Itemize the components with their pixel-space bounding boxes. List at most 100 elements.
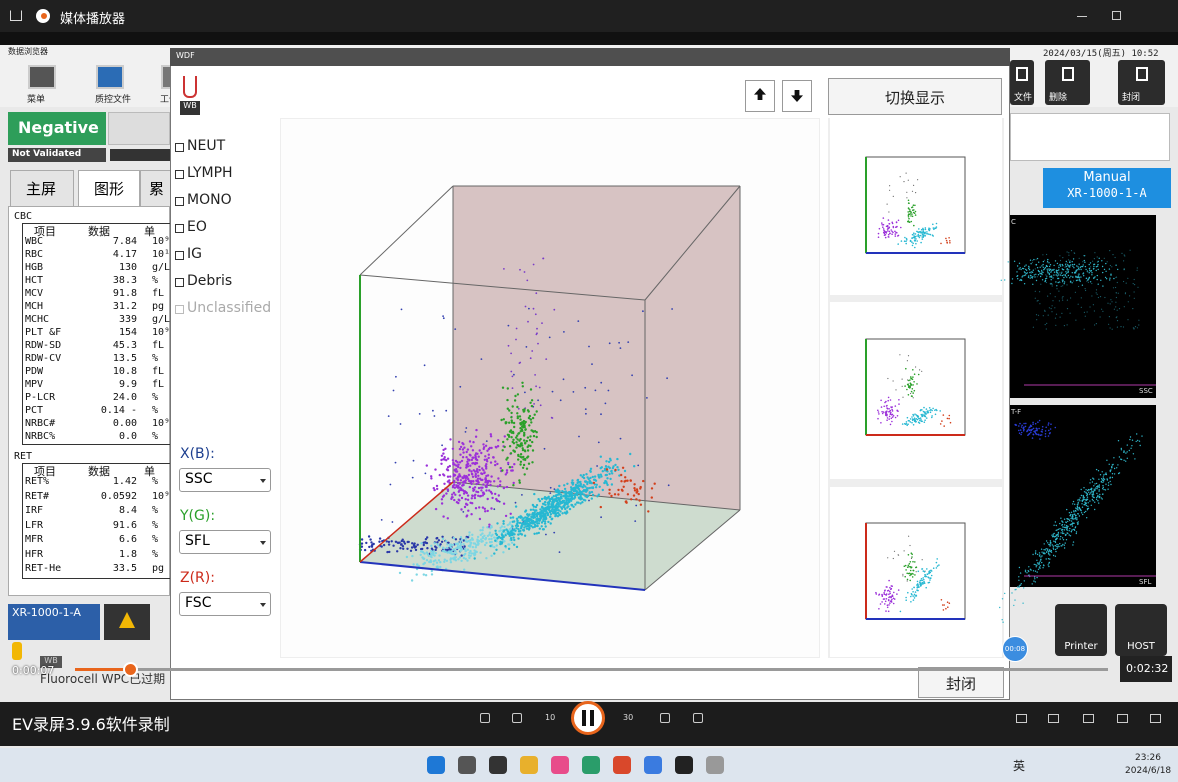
cell-unit: 10¹ [152,249,171,260]
taskbar-app[interactable] [582,756,600,774]
skip-back[interactable]: 10 [545,713,556,722]
column-header: 单 [144,225,155,238]
toolbar-label[interactable]: 工作 [160,95,179,105]
mode-sample: XR-1000-1-A [1067,186,1147,200]
taskbar-app[interactable] [613,756,631,774]
taskbar-app[interactable] [458,756,476,774]
close-window [1147,9,1159,21]
toolbar-icon[interactable] [96,65,124,89]
cell-name: MFR [25,534,44,545]
checkbox-label[interactable]: LYMPH [187,165,233,181]
close-button[interactable]: 封闭 [918,667,1004,698]
cell-name: RET# [25,490,50,502]
player-control[interactable] [1048,714,1059,723]
toolbar-button-label[interactable]: 删除 [1049,93,1068,103]
play-button[interactable] [571,701,605,735]
checkbox-label[interactable]: Unclassified [187,300,272,316]
validation-bar [110,149,170,161]
checkbox-label[interactable]: Debris [187,273,233,289]
switch-button[interactable]: 切换显示 [828,78,1002,115]
checkbox[interactable] [175,170,184,179]
toolbar-button-icon [1016,67,1028,81]
toolbar-button-label[interactable]: 封闭 [1122,93,1141,103]
validation-badge: Not Validated [8,148,106,162]
player-control[interactable] [512,713,522,723]
player-control[interactable] [1150,714,1161,723]
taskbar-app[interactable] [489,756,507,774]
pause-bar [582,710,586,726]
title-bar [0,0,1178,32]
axis-label: Z(R): [180,570,215,586]
cell-unit: % [152,405,159,416]
taskbar-app[interactable] [427,756,445,774]
axis-select[interactable]: FSC [179,592,271,616]
pause-bar [590,710,594,726]
cell-value: 0.0592 [100,490,137,502]
checkbox-label[interactable]: NEUT [187,138,226,154]
player-control[interactable] [660,713,670,723]
scatter-dot [1014,589,1016,591]
scatter-dot [1014,599,1016,601]
player-control[interactable] [1016,714,1027,723]
clock-date: 2024/6/18 [1125,766,1172,776]
select-arrow [260,541,266,548]
taskbar-app[interactable] [706,756,724,774]
cell-name: RET-He [25,563,62,574]
cell-unit: % [152,431,159,442]
taskbar-app[interactable] [644,756,662,774]
printer-label[interactable]: Printer [1064,641,1098,652]
toolbar-button-label[interactable]: 文件 [1014,93,1033,103]
checkbox[interactable] [175,251,184,260]
taskbar-app[interactable] [551,756,569,774]
cell-unit: % [152,392,159,403]
host-button[interactable] [1115,604,1167,656]
checkbox-label[interactable]: MONO [187,192,232,208]
checkbox[interactable] [175,143,184,152]
host-label[interactable]: HOST [1127,641,1155,652]
checkbox[interactable] [175,278,184,287]
player-control[interactable] [693,713,703,723]
checkbox[interactable] [175,224,184,233]
mode-label: Manual [1083,170,1131,185]
cell-value: 130 [118,262,137,273]
cell-name: P-LCR [25,392,56,403]
tab[interactable]: 主屏 [10,170,74,206]
cell-unit: % [152,505,159,516]
taskbar-app[interactable] [520,756,538,774]
player-control[interactable] [1083,714,1094,723]
tab[interactable]: 图形 [78,170,140,206]
scatter-dot [1015,588,1017,591]
scatter-panel [1010,405,1156,587]
status-bar [108,112,170,145]
tube-badge: WB [180,101,200,115]
checkbox-label[interactable]: IG [187,246,202,262]
cell-unit: g/L [152,314,171,325]
axis-select[interactable]: SFL [179,530,271,554]
cell-unit: % [152,519,159,531]
toolbar-icon[interactable] [28,65,56,89]
table-title: RET [14,451,33,462]
toolbar-label[interactable]: 菜单 [27,95,46,105]
cell-name: PDW [25,366,44,377]
column-header: 数据 [88,465,110,478]
cell-unit: g/L [152,262,171,273]
checkbox-label[interactable]: EO [187,219,207,235]
cell-unit: pg [152,301,165,312]
cell-name: HFR [25,548,44,560]
toolbar-label[interactable]: 质控文件 [95,95,132,105]
player-control[interactable] [1117,714,1128,723]
axis-select[interactable]: SSC [179,468,271,492]
cell-name: IRF [25,505,44,516]
cell-unit: 10⁹ [152,327,171,338]
printer-button[interactable] [1055,604,1107,656]
player-control[interactable] [480,713,490,723]
checkbox[interactable] [175,197,184,206]
skip-forward[interactable]: 30 [623,713,634,722]
sample-tile[interactable]: XR-1000-1-A [8,604,100,640]
scatter-dot [1013,604,1015,607]
ime[interactable]: 英 [1013,759,1026,773]
taskbar-app[interactable] [675,756,693,774]
seek-knob[interactable] [123,662,138,677]
checkbox[interactable] [175,305,184,314]
